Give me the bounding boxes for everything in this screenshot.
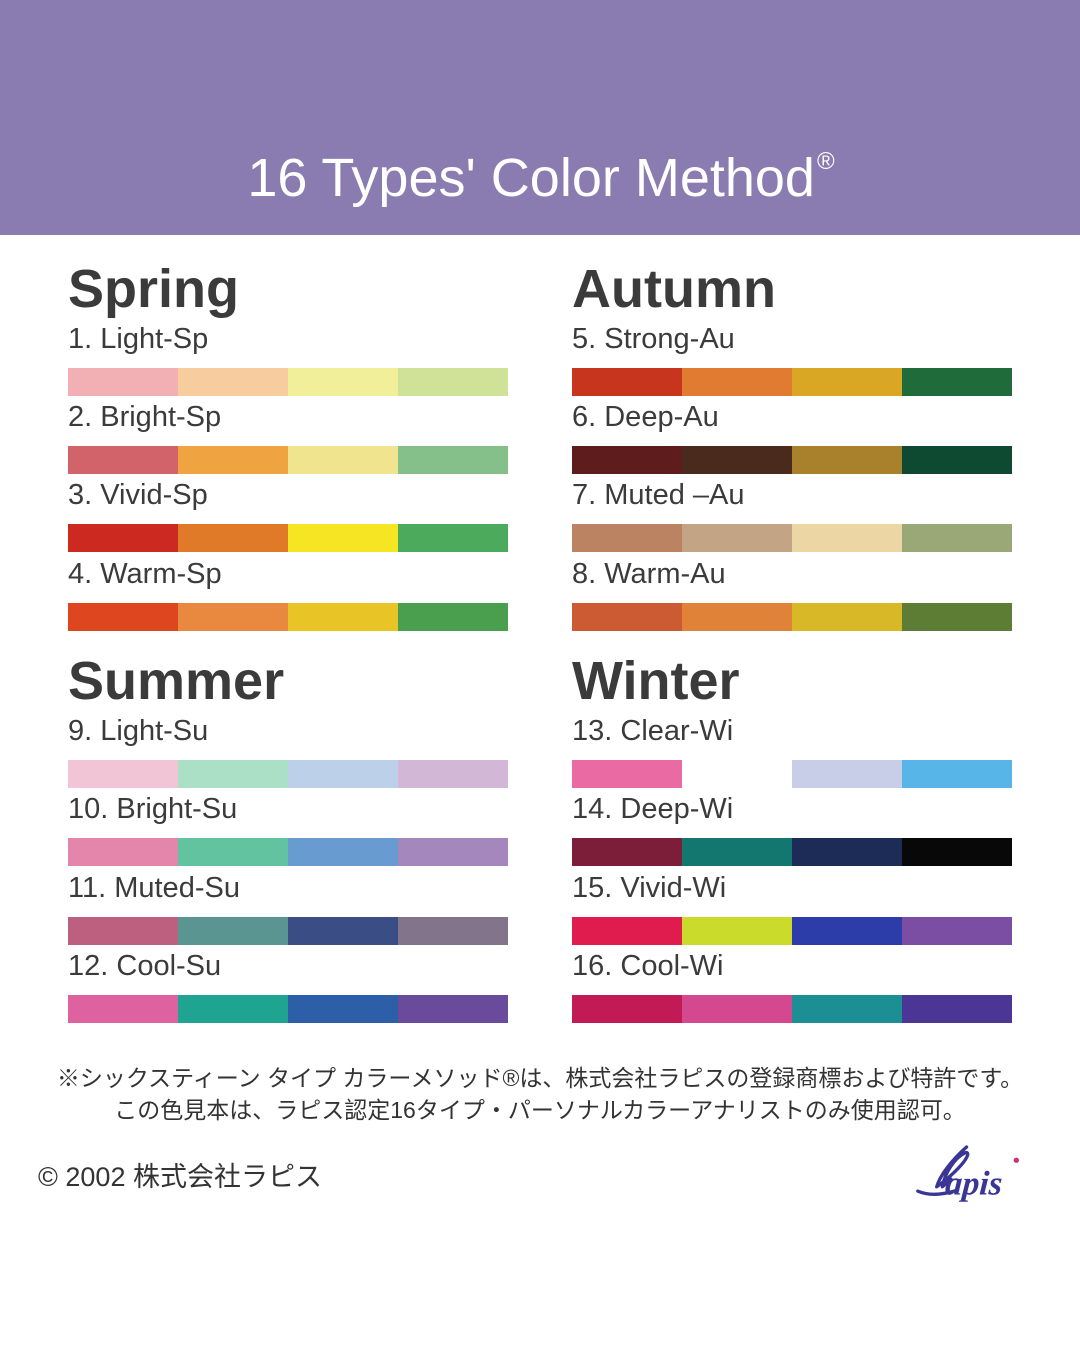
svg-text:apis: apis bbox=[944, 1165, 1004, 1202]
